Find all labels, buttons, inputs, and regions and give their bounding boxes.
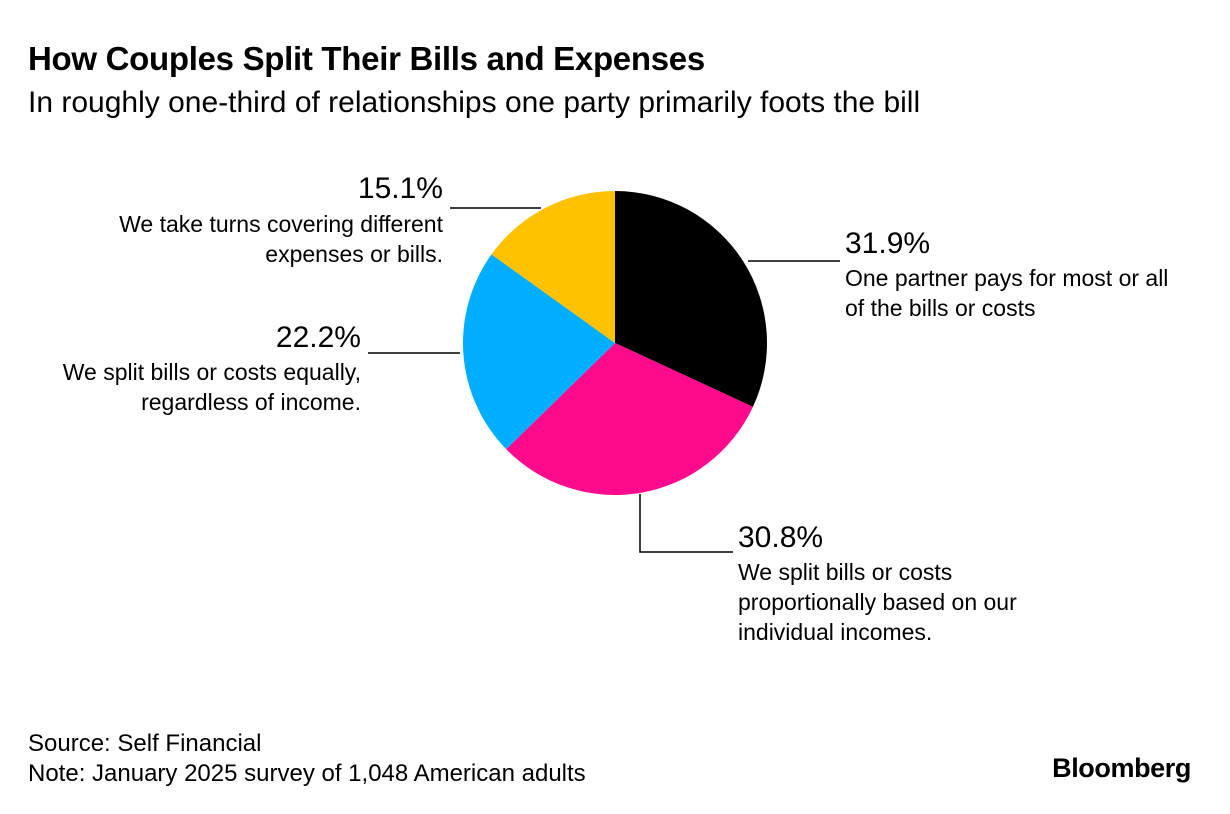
pie-slice-equal — [463, 254, 615, 450]
pie-slice-take-turns — [491, 191, 615, 343]
pie-slice-proportional — [506, 343, 753, 495]
category-label-one-partner: One partner pays for most or all of the b… — [845, 265, 1168, 321]
category-label-line: individual incomes. — [738, 619, 932, 645]
category-label-line: We take turns covering different — [119, 211, 443, 237]
category-label-line: One partner pays for most or all — [845, 265, 1168, 291]
category-label-line: of the bills or costs — [845, 295, 1035, 321]
value-label-proportional: 30.8% — [738, 521, 823, 554]
source-note: Source: Self Financial — [28, 730, 262, 757]
value-label-equal: 22.2% — [276, 321, 361, 354]
chart-title: How Couples Split Their Bills and Expens… — [28, 40, 705, 77]
category-label-equal: We split bills or costs equally, regardle… — [63, 359, 361, 415]
chart-subtitle: In roughly one-third of relationships on… — [28, 86, 921, 119]
category-label-line: regardless of income. — [141, 389, 361, 415]
value-label-take-turns: 15.1% — [358, 172, 443, 205]
category-label-proportional: We split bills or costs proportionally ba… — [738, 559, 1017, 645]
value-label-one-partner: 31.9% — [845, 227, 930, 260]
leader-line-proportional — [639, 494, 733, 553]
category-label-line: expenses or bills. — [265, 241, 443, 267]
bloomberg-logo: Bloomberg — [1052, 753, 1191, 783]
survey-note: Note: January 2025 survey of 1,048 Ameri… — [28, 760, 586, 787]
category-label-line: proportionally based on our — [738, 589, 1017, 615]
category-label-line: We split bills or costs equally, — [63, 359, 361, 385]
category-label-take-turns: We take turns covering different expenses… — [119, 211, 443, 267]
category-label-line: We split bills or costs — [738, 559, 952, 585]
pie-slice-one-partner — [615, 191, 768, 407]
